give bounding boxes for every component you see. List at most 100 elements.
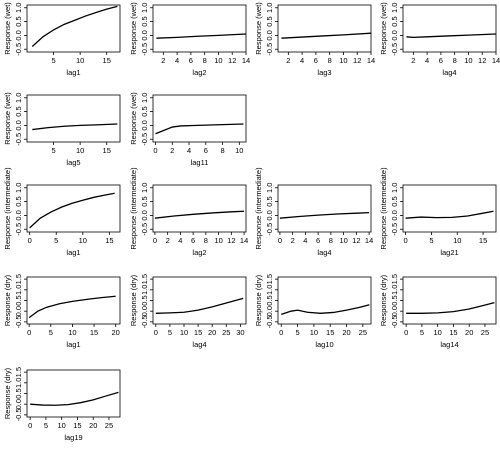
x-axis-label: lag1 bbox=[66, 68, 80, 77]
x-tick-label: 15 bbox=[479, 236, 487, 245]
y-tick-label: 0.0 bbox=[14, 399, 23, 409]
y-tick-label: 1.0 bbox=[14, 93, 23, 103]
y-tick-label: -0.5 bbox=[140, 43, 149, 56]
y-tick-label: 0.5 bbox=[265, 16, 274, 26]
x-tick-label: 10 bbox=[453, 236, 461, 245]
x-tick-label: 20 bbox=[208, 328, 216, 337]
y-tick-label: 0.5 bbox=[265, 196, 274, 206]
y-axis-label: Response (wet) bbox=[3, 2, 12, 55]
y-tick-label: 0.0 bbox=[390, 210, 399, 220]
y-axis-label: Response (intermediate) bbox=[3, 167, 12, 250]
x-tick-label: 25 bbox=[105, 421, 113, 430]
y-tick-label: 0.0 bbox=[14, 210, 23, 220]
x-tick-label: 6 bbox=[204, 146, 208, 155]
x-tick-label: 15 bbox=[105, 236, 113, 245]
x-tick-label: 15 bbox=[326, 328, 334, 337]
x-tick-label: 2 bbox=[411, 56, 415, 65]
y-tick-label: -0.5 bbox=[390, 315, 399, 328]
plot-frame bbox=[152, 94, 247, 143]
y-axis-label: Response (wet) bbox=[254, 2, 263, 55]
response-line bbox=[29, 192, 115, 229]
y-tick-label: -0.5 bbox=[14, 315, 23, 328]
y-tick-label: 0.0 bbox=[14, 30, 23, 40]
x-tick-label: 12 bbox=[228, 56, 236, 65]
x-tick-label: 10 bbox=[464, 56, 472, 65]
x-tick-label: 10 bbox=[180, 328, 188, 337]
x-tick-label: 5 bbox=[295, 328, 299, 337]
y-tick-label: 0.5 bbox=[14, 295, 23, 305]
y-tick-label: -0.5 bbox=[390, 43, 399, 56]
x-axis-label: lag2 bbox=[192, 248, 206, 257]
y-axis-label: Response (intermediate) bbox=[254, 167, 263, 250]
x-tick-label: 8 bbox=[329, 236, 333, 245]
y-tick-label: 1.0 bbox=[390, 3, 399, 13]
x-tick-label: 12 bbox=[227, 236, 235, 245]
y-tick-label: -0.5 bbox=[14, 223, 23, 236]
x-tick-label: 10 bbox=[235, 146, 243, 155]
response-line bbox=[30, 391, 119, 406]
y-tick-label: 1.0 bbox=[14, 3, 23, 13]
y-tick-label: 1.0 bbox=[140, 183, 149, 193]
x-tick-label: 15 bbox=[449, 328, 457, 337]
x-tick-label: 0 bbox=[153, 146, 157, 155]
y-tick-label: 0.0 bbox=[140, 306, 149, 316]
y-tick-label: 0.5 bbox=[265, 295, 274, 305]
y-tick-label: 0.5 bbox=[14, 196, 23, 206]
y-tick-label: 0.5 bbox=[140, 295, 149, 305]
plot-frame bbox=[152, 276, 247, 325]
y-axis-label: Response (wet) bbox=[129, 92, 138, 145]
plot-frame bbox=[277, 184, 372, 233]
response-line bbox=[156, 33, 247, 39]
x-tick-label: 4 bbox=[300, 56, 304, 65]
y-axis-label: Response (dry) bbox=[254, 274, 263, 326]
y-tick-label: 0.0 bbox=[140, 120, 149, 130]
x-tick-label: 14 bbox=[365, 236, 373, 245]
x-tick-label: 12 bbox=[352, 236, 360, 245]
y-tick-label: 0.0 bbox=[265, 306, 274, 316]
x-tick-label: 15 bbox=[194, 328, 202, 337]
y-tick-label: -0.5 bbox=[265, 315, 274, 328]
plot-frame bbox=[277, 4, 372, 53]
x-tick-label: 2 bbox=[286, 56, 290, 65]
x-tick-label: 5 bbox=[420, 328, 424, 337]
x-tick-label: 0 bbox=[154, 328, 158, 337]
x-tick-label: 14 bbox=[367, 56, 375, 65]
response-line bbox=[28, 295, 116, 319]
x-tick-label: 4 bbox=[303, 236, 307, 245]
response-line bbox=[281, 32, 372, 39]
x-tick-label: 0 bbox=[27, 328, 31, 337]
x-tick-label: 25 bbox=[222, 328, 230, 337]
y-tick-label: 1.0 bbox=[265, 183, 274, 193]
y-tick-label: 1.0 bbox=[390, 285, 399, 295]
x-tick-label: 6 bbox=[439, 56, 443, 65]
x-axis-label: lag1 bbox=[66, 248, 80, 257]
x-tick-label: 8 bbox=[328, 56, 332, 65]
x-axis-label: lag1 bbox=[66, 340, 80, 349]
x-tick-label: 0 bbox=[278, 236, 282, 245]
plot-frame bbox=[26, 184, 121, 233]
x-axis-label: lag2 bbox=[192, 68, 206, 77]
y-tick-label: 1.5 bbox=[390, 274, 399, 284]
x-tick-label: 6 bbox=[314, 56, 318, 65]
response-line bbox=[32, 123, 118, 131]
x-tick-label: 30 bbox=[236, 328, 244, 337]
y-tick-label: 1.0 bbox=[140, 93, 149, 103]
plot-frame bbox=[402, 276, 497, 325]
response-line bbox=[405, 210, 494, 219]
plot-frame bbox=[26, 369, 121, 418]
x-tick-label: 15 bbox=[103, 146, 111, 155]
x-tick-label: 5 bbox=[49, 328, 53, 337]
x-tick-label: 0 bbox=[403, 236, 407, 245]
response-line bbox=[155, 297, 244, 314]
x-tick-label: 8 bbox=[453, 56, 457, 65]
y-tick-label: 0.5 bbox=[390, 196, 399, 206]
x-tick-label: 12 bbox=[353, 56, 361, 65]
x-tick-label: 6 bbox=[316, 236, 320, 245]
x-tick-label: 5 bbox=[429, 236, 433, 245]
response-line bbox=[155, 123, 244, 135]
plot-frame bbox=[152, 184, 247, 233]
y-tick-label: 0.5 bbox=[14, 106, 23, 116]
x-tick-label: 0 bbox=[404, 328, 408, 337]
x-tick-label: 20 bbox=[465, 328, 473, 337]
response-line bbox=[406, 33, 497, 39]
